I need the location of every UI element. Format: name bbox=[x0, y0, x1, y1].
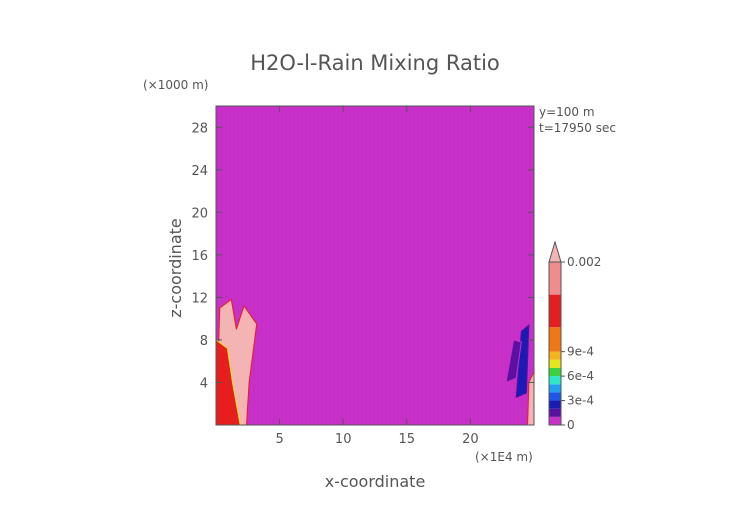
annotation-t: t=17950 sec bbox=[539, 121, 616, 135]
colorbar-segment bbox=[549, 262, 561, 295]
colorbar-segment bbox=[549, 294, 561, 328]
y-tick-label: 12 bbox=[191, 291, 208, 306]
y-axis-label: z-coordinate bbox=[166, 218, 185, 318]
y-tick-label: 24 bbox=[191, 164, 208, 179]
x-tick-label: 5 bbox=[275, 432, 283, 447]
y-unit-label: (×1000 m) bbox=[143, 78, 208, 92]
rain-regions bbox=[215, 105, 535, 426]
plot-area bbox=[216, 106, 534, 425]
colorbar-tick-label: 0 bbox=[567, 418, 575, 432]
colorbar-tick-label: 6e-4 bbox=[567, 369, 594, 383]
colorbar-segment bbox=[549, 376, 561, 385]
colorbar-segment bbox=[549, 416, 561, 425]
x-tick-label: 20 bbox=[462, 432, 479, 447]
colorbar-segment bbox=[549, 327, 561, 352]
axis-ticks: 5 10 15 20 4 8 12 16 20 24 28 bbox=[191, 106, 534, 447]
plot-background bbox=[216, 106, 534, 425]
y-tick-label: 4 bbox=[200, 376, 208, 391]
y-tick-label: 28 bbox=[191, 121, 208, 136]
chart-title: H2O-l-Rain Mixing Ratio bbox=[250, 51, 500, 75]
y-tick-label: 8 bbox=[200, 334, 208, 349]
colorbar-segment bbox=[549, 351, 561, 360]
colorbar-segment bbox=[549, 400, 561, 409]
annotation-y: y=100 m bbox=[539, 105, 595, 119]
rain-region-right-streak-2 bbox=[505, 339, 522, 384]
colorbar-max-arrow bbox=[548, 240, 562, 263]
plot-frame bbox=[215, 105, 535, 426]
colorbar: 0 3e-4 6e-4 9e-4 0.002 bbox=[548, 240, 601, 432]
colorbar-frame bbox=[548, 261, 562, 426]
colorbar-segment bbox=[549, 408, 561, 417]
colorbar-segment bbox=[549, 359, 561, 368]
x-tick-label: 10 bbox=[335, 432, 352, 447]
colorbar-tick-label: 3e-4 bbox=[567, 394, 594, 408]
colorbar-segment bbox=[549, 367, 561, 377]
x-tick-label: 15 bbox=[399, 432, 416, 447]
x-unit-label: (×1E4 m) bbox=[475, 450, 533, 464]
y-tick-label: 16 bbox=[191, 249, 208, 264]
colorbar-segment bbox=[549, 384, 561, 393]
colorbar-tick-label: 0.002 bbox=[567, 255, 601, 269]
y-tick-label: 20 bbox=[191, 206, 208, 221]
colorbar-segment bbox=[549, 392, 561, 401]
colorbar-tick-label: 9e-4 bbox=[567, 345, 594, 359]
x-axis-label: x-coordinate bbox=[325, 472, 426, 491]
